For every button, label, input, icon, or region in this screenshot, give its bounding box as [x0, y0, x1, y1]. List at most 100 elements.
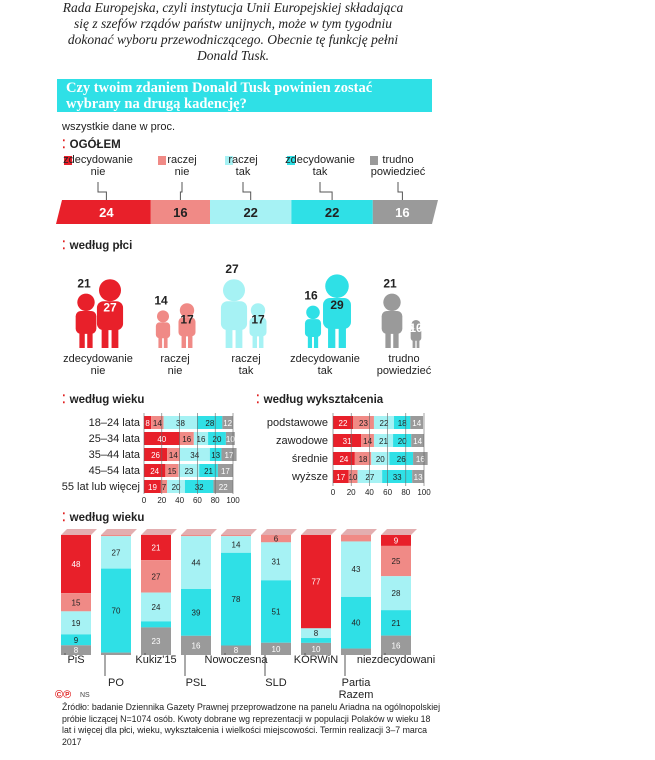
age-segment-value: 14	[153, 419, 162, 428]
age-segment-value: 14	[169, 451, 178, 460]
age-segment	[144, 480, 161, 493]
age-segment-value: 32	[195, 483, 204, 492]
question-text: Czy twoim zdaniem Donald Tusk powinien z…	[66, 80, 373, 112]
party-label: niezdecydowani	[357, 654, 435, 666]
party-segment-value: 27	[152, 572, 161, 581]
units-note: wszystkie dane w proc.	[62, 121, 176, 133]
legend-label: raczej tak	[228, 154, 258, 178]
gender-figure-a-leg-right	[393, 332, 399, 348]
age-tick-label: 60	[193, 496, 202, 505]
section-partie-title: ⁚ według wieku	[62, 512, 145, 524]
legend-swatch	[158, 156, 166, 165]
party-segment-value: 70	[112, 607, 121, 616]
education-segment-value: 20	[398, 437, 407, 446]
party-segment	[101, 652, 131, 655]
education-segment-value: 26	[397, 455, 406, 464]
party-segment	[221, 645, 251, 655]
education-segment-value: 18	[359, 455, 368, 464]
party-segment	[61, 593, 91, 612]
education-segment	[410, 416, 424, 429]
education-segment-value: 21	[379, 437, 388, 446]
overall-bar-tail	[56, 200, 62, 224]
education-segment-value: 17	[336, 473, 345, 482]
education-tick-label: 80	[401, 488, 410, 497]
age-segment	[222, 416, 233, 429]
party-segment-value: 6	[274, 535, 279, 544]
gender-value-a: 14	[154, 293, 168, 307]
party-column-cap	[261, 529, 297, 535]
party-segment	[261, 580, 291, 643]
education-segment-value: 14	[413, 437, 422, 446]
footnote: Źródło: badanie Dziennika Gazety Prawnej…	[62, 702, 441, 747]
legend-label: trudno powiedzieć	[370, 154, 426, 178]
age-segment	[197, 416, 223, 429]
education-tick-label: 60	[383, 488, 392, 497]
gender-category-label: zdecydowanie	[290, 353, 360, 365]
party-segment-value: 21	[392, 619, 401, 628]
party-label: Partia	[342, 677, 372, 689]
party-segment	[341, 541, 371, 597]
education-segment	[393, 416, 411, 429]
party-segment-value: 39	[192, 608, 201, 617]
gender-figure-b-leg-left	[101, 328, 109, 348]
gender-figure-b-leg-right	[188, 335, 193, 348]
party-segment	[61, 611, 91, 635]
party-segment	[181, 535, 211, 537]
party-segment	[301, 638, 331, 643]
party-segment	[261, 535, 291, 543]
gender-value-a: 21	[383, 277, 397, 291]
gender-figure-a-body	[381, 311, 403, 334]
overall-leader-line	[397, 182, 403, 200]
party-column-cap	[301, 529, 337, 535]
party-column-cap	[221, 529, 257, 535]
education-tick-label: 0	[331, 488, 336, 497]
section-marker-icon: ⁚	[62, 512, 66, 524]
party-segment-value: 25	[392, 557, 401, 566]
education-segment	[333, 434, 362, 447]
education-segment-value: 18	[398, 419, 407, 428]
age-segment-value: 22	[219, 483, 228, 492]
age-segment-value: 13	[211, 451, 220, 460]
overall-bar-segment	[210, 200, 292, 224]
party-segment-value: 23	[152, 637, 161, 646]
education-row-label: wyższe	[291, 471, 328, 483]
age-segment	[178, 464, 200, 477]
education-row-label: zawodowe	[276, 435, 328, 447]
education-segment	[354, 452, 372, 465]
age-segment	[151, 416, 164, 429]
party-segment	[181, 635, 211, 655]
question-banner	[57, 79, 432, 112]
age-tick-label: 100	[226, 496, 240, 505]
education-segment	[371, 452, 390, 465]
education-segment	[353, 416, 374, 429]
party-segment-value: 48	[72, 560, 81, 569]
gender-figure-b-leg-right	[338, 327, 346, 348]
age-tick-label: 0	[142, 496, 147, 505]
education-segment-value: 20	[376, 455, 385, 464]
party-label: PO	[108, 677, 124, 689]
age-segment	[167, 480, 185, 493]
gender-figure-b-head	[179, 303, 195, 318]
party-segment	[381, 535, 411, 546]
party-segment-value: 19	[72, 619, 81, 628]
party-segment	[221, 536, 251, 553]
age-segment-value: 24	[150, 467, 159, 476]
party-segment	[301, 642, 331, 655]
education-segment	[348, 470, 358, 483]
party-segment	[181, 536, 211, 589]
party-segment-value: 44	[192, 559, 201, 568]
education-segment-value: 16	[416, 455, 425, 464]
party-segment-value: 27	[112, 548, 121, 557]
party-column-cap	[381, 529, 417, 535]
section-marker-icon: ⁚	[62, 240, 66, 252]
age-segment-value: 20	[172, 483, 181, 492]
party-segment	[301, 535, 331, 629]
age-segment	[144, 416, 152, 429]
gender-value-a: 21	[77, 277, 91, 291]
age-segment	[217, 464, 233, 477]
gender-figure-b-leg-left	[328, 327, 336, 348]
age-segment	[163, 416, 198, 429]
age-segment-value: 12	[223, 419, 232, 428]
age-segment	[144, 464, 166, 477]
party-segment	[141, 560, 171, 593]
